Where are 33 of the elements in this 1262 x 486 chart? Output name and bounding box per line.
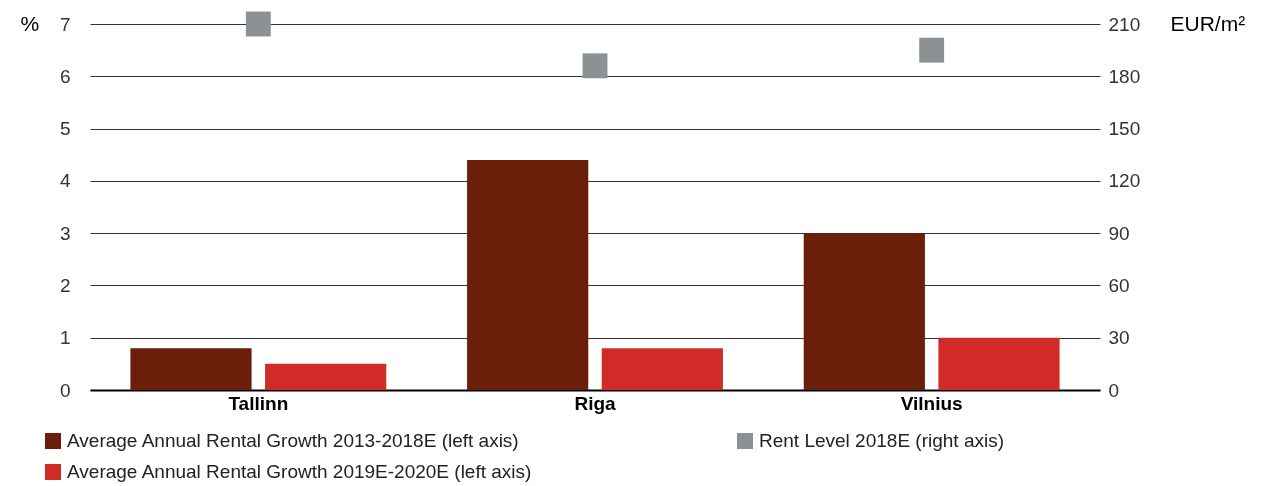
x-tick-label: Vilnius xyxy=(900,392,963,414)
point xyxy=(582,53,608,79)
y2-tick-label: 120 xyxy=(1108,170,1141,192)
y-tick-label: 3 xyxy=(59,222,71,244)
y2-tick-label: 150 xyxy=(1108,118,1141,140)
point xyxy=(919,37,945,63)
legend-label: Rent Level 2018E (right axis) xyxy=(759,430,1005,452)
y-tick-label: 2 xyxy=(59,274,71,296)
legend-label: Average Annual Rental Growth 2019E-2020E (left axis) xyxy=(67,461,532,483)
y-tick-label: 1 xyxy=(59,327,71,349)
y-tick-label: 6 xyxy=(59,65,71,87)
y-tick-label: 5 xyxy=(59,118,71,140)
x-tick-label: Tallinn xyxy=(228,392,289,414)
point xyxy=(245,11,271,37)
bar xyxy=(130,348,252,390)
y2-tick-label: 30 xyxy=(1108,327,1130,349)
x-tick-label: Riga xyxy=(574,392,617,414)
y2-tick-label: 210 xyxy=(1108,13,1141,35)
bar xyxy=(938,337,1060,390)
legend-label: Average Annual Rental Growth 2013-2018E (left axis) xyxy=(67,430,519,452)
bar xyxy=(467,159,589,390)
y-axis-title: % xyxy=(20,11,40,35)
y-tick-label: 0 xyxy=(59,379,71,401)
y2-tick-label: 90 xyxy=(1108,222,1130,244)
y-tick-label: 4 xyxy=(59,170,71,192)
y-tick-label: 7 xyxy=(59,13,71,35)
bar xyxy=(601,348,723,390)
y2-tick-label: 180 xyxy=(1108,65,1141,87)
y2-tick-label: 60 xyxy=(1108,274,1130,296)
y2-tick-label: 0 xyxy=(1108,379,1120,401)
bar xyxy=(265,363,387,390)
bar xyxy=(803,233,925,390)
y2-axis-title: EUR/m² xyxy=(1170,11,1246,35)
